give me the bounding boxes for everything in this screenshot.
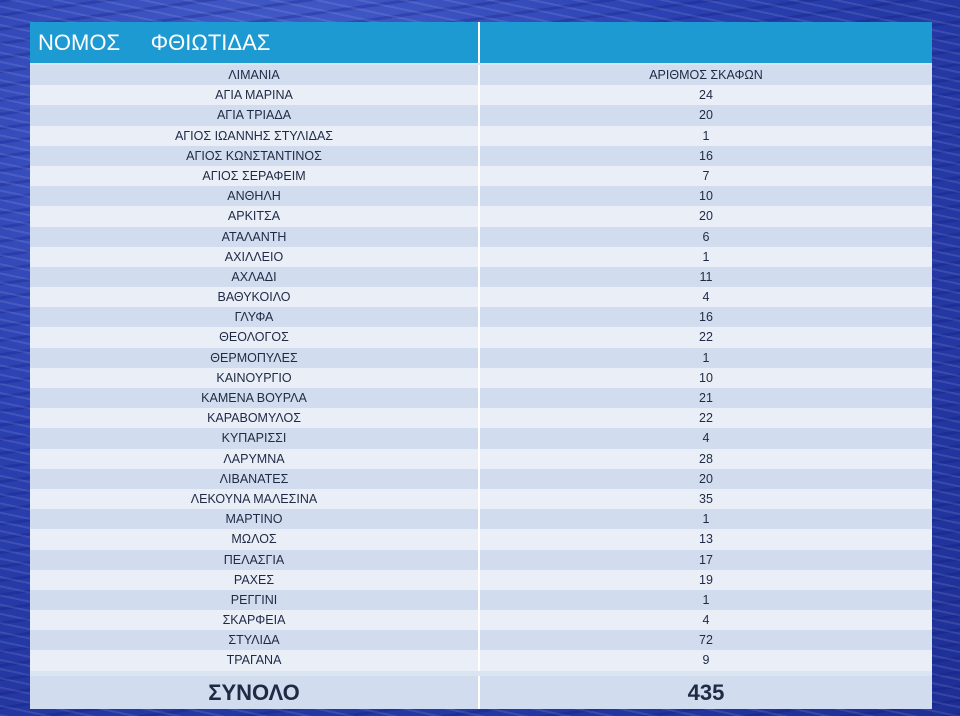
table-row: ΘΕΡΜΟΠΥΛΕΣ 1 xyxy=(30,347,932,368)
vessel-count-cell: 6 xyxy=(702,229,710,244)
table-row: ΣΤΥΛΙΔΑ 72 xyxy=(30,630,932,651)
vessel-count-cell: 10 xyxy=(699,189,713,204)
table-row: ΛΙΒΑΝΑΤΕΣ 20 xyxy=(30,468,932,489)
port-name-cell: ΛΙΒΑΝΑΤΕΣ xyxy=(30,468,480,489)
table-row: ΚΑΜΕΝΑ ΒΟΥΡΛΑ 21 xyxy=(30,388,932,409)
table-row: ΡΑΧΕΣ 19 xyxy=(30,569,932,590)
port-name-cell: ΜΩΛΟΣ xyxy=(30,529,480,550)
table-row: ΛΑΡΥΜΝΑ 28 xyxy=(30,448,932,469)
column-header-vessel-count: ΑΡΙΘΜΟΣ ΣΚΑΦΩΝ xyxy=(649,68,763,82)
vessel-count-cell: 13 xyxy=(699,532,713,547)
column-header-ports: ΛΙΜΑΝΙΑ xyxy=(30,65,480,86)
table-row: ΑΧΙΛΛΕΙΟ 1 xyxy=(30,246,932,267)
vessel-count-cell: 22 xyxy=(699,411,713,426)
vessel-count-cell: 19 xyxy=(699,572,713,587)
vessel-count-cell: 16 xyxy=(699,310,713,325)
table-row: ΑΧΛΑΔΙ 11 xyxy=(30,266,932,288)
table-row: ΚΥΠΑΡΙΣΣΙ 4 xyxy=(30,428,932,449)
port-name-cell: ΒΑΘΥΚΟΙΛΟ xyxy=(30,287,480,308)
port-name-cell: ΛΕΚΟΥΝΑ ΜΑΛΕΣΙΝΑ xyxy=(30,488,480,510)
port-name-cell: ΡΕΓΓΙΝΙ xyxy=(30,589,480,611)
table-row: ΒΑΘΥΚΟΙΛΟ 4 xyxy=(30,287,932,308)
column-header-row: ΛΙΜΑΝΙΑ ΑΡΙΘΜΟΣ ΣΚΑΦΩΝ xyxy=(30,65,932,86)
table-row: ΑΤΑΛΑΝΤΗ 6 xyxy=(30,226,932,247)
port-name-cell: ΑΡΚΙΤΣΑ xyxy=(30,206,480,227)
table-row: ΤΡΑΓΑΝΑ 9 xyxy=(30,650,932,671)
table-row: ΑΝΘΗΛΗ 10 xyxy=(30,186,932,207)
vessel-count-cell: 7 xyxy=(702,168,710,183)
vessel-count-cell: 1 xyxy=(702,128,710,143)
table-row: ΛΕΚΟΥΝΑ ΜΑΛΕΣΙΝΑ 35 xyxy=(30,488,932,510)
table-row: ΡΕΓΓΙΝΙ 1 xyxy=(30,589,932,611)
vessel-count-cell: 21 xyxy=(699,391,713,405)
port-name-cell: ΚΑΜΕΝΑ ΒΟΥΡΛΑ xyxy=(30,388,480,409)
port-name-cell: ΠΕΛΑΣΓΙΑ xyxy=(30,549,480,570)
port-name-cell: ΣΚΑΡΦΕΙΑ xyxy=(30,610,480,631)
port-name-cell: ΑΝΘΗΛΗ xyxy=(30,186,480,207)
vessel-count-cell: 4 xyxy=(702,431,710,446)
vessel-count-cell: 35 xyxy=(699,491,713,506)
port-name-cell: ΚΑΡΑΒΟΜΥΛΟΣ xyxy=(30,408,480,429)
port-name-cell: ΤΡΑΓΑΝΑ xyxy=(30,650,480,671)
vessel-count-cell: 17 xyxy=(699,552,713,567)
table-row: ΓΛΥΦΑ 16 xyxy=(30,307,932,328)
table-row: ΑΓΙΟΣ ΣΕΡΑΦΕΙΜ 7 xyxy=(30,165,932,187)
table-row: ΘΕΟΛΟΓΟΣ 22 xyxy=(30,327,932,348)
port-name-cell: ΚΥΠΑΡΙΣΣΙ xyxy=(30,428,480,449)
vessel-count-cell: 1 xyxy=(702,249,710,264)
port-name-cell: ΘΕΟΛΟΓΟΣ xyxy=(30,327,480,348)
table-row: ΚΑΙΝΟΥΡΓΙΟ 10 xyxy=(30,367,932,388)
port-name-cell: ΣΤΥΛΙΔΑ xyxy=(30,630,480,651)
table-row: ΜΑΡΤΙΝΟ 1 xyxy=(30,509,932,530)
port-name-cell: ΘΕΡΜΟΠΥΛΕΣ xyxy=(30,347,480,368)
port-name-cell: ΑΧΙΛΛΕΙΟ xyxy=(30,246,480,267)
total-label: ΣΥΝΟΛΟ xyxy=(30,676,480,709)
table-row: ΚΑΡΑΒΟΜΥΛΟΣ 22 xyxy=(30,408,932,429)
vessel-count-cell: 4 xyxy=(702,613,710,628)
port-name-cell: ΑΓΙΟΣ ΙΩΑΝΝΗΣ ΣΤΥΛΙΔΑΣ xyxy=(30,125,480,146)
table-title-row: ΝΟΜΟΣ ΦΘΙΩΤΙΔΑΣ xyxy=(30,22,932,63)
table-row: ΑΓΙΟΣ ΙΩΑΝΝΗΣ ΣΤΥΛΙΔΑΣ 1 xyxy=(30,125,932,146)
port-name-cell: ΑΓΙΑ ΜΑΡΙΝΑ xyxy=(30,85,480,106)
port-name-cell: ΡΑΧΕΣ xyxy=(30,569,480,590)
title-row-empty-cell xyxy=(480,22,932,63)
vessel-count-cell: 24 xyxy=(699,88,713,103)
table-row: ΑΡΚΙΤΣΑ 20 xyxy=(30,206,932,227)
vessel-count-cell: 20 xyxy=(699,471,713,486)
table-row: ΑΓΙΑ ΜΑΡΙΝΑ 24 xyxy=(30,85,932,106)
table-row: ΑΓΙΑ ΤΡΙΑΔΑ 20 xyxy=(30,105,932,126)
vessel-count-cell: 4 xyxy=(702,290,710,305)
table-row: ΑΓΙΟΣ ΚΩΝΣΤΑΝΤΙΝΟΣ 16 xyxy=(30,145,932,166)
port-name-cell: ΓΛΥΦΑ xyxy=(30,307,480,328)
table-row: ΜΩΛΟΣ 13 xyxy=(30,529,932,550)
port-name-cell: ΚΑΙΝΟΥΡΓΙΟ xyxy=(30,367,480,388)
vessel-count-cell: 20 xyxy=(699,209,713,224)
total-row: ΣΥΝΟΛΟ 435 xyxy=(30,676,932,709)
port-name-cell: ΑΓΙΟΣ ΣΕΡΑΦΕΙΜ xyxy=(30,165,480,187)
port-name-cell: ΛΑΡΥΜΝΑ xyxy=(30,448,480,469)
table-row: ΣΚΑΡΦΕΙΑ 4 xyxy=(30,610,932,631)
vessel-count-cell: 16 xyxy=(699,148,713,163)
table-row: ΠΕΛΑΣΓΙΑ 17 xyxy=(30,549,932,570)
vessel-count-cell: 1 xyxy=(702,512,710,527)
vessel-count-cell: 22 xyxy=(699,330,713,345)
vessel-count-cell: 1 xyxy=(702,350,710,365)
port-name-cell: ΑΓΙΑ ΤΡΙΑΔΑ xyxy=(30,105,480,126)
port-name-cell: ΑΤΑΛΑΝΤΗ xyxy=(30,226,480,247)
vessel-count-cell: 10 xyxy=(699,370,713,385)
port-name-cell: ΜΑΡΤΙΝΟ xyxy=(30,509,480,530)
vessel-count-cell: 9 xyxy=(702,653,710,668)
vessel-count-cell: 28 xyxy=(699,451,713,466)
vessel-count-cell: 20 xyxy=(699,108,713,123)
vessel-count-cell: 72 xyxy=(699,633,713,648)
ports-table: ΝΟΜΟΣ ΦΘΙΩΤΙΔΑΣ ΛΙΜΑΝΙΑ ΑΡΙΘΜΟΣ ΣΚΑΦΩΝ Α… xyxy=(30,22,932,709)
prefecture-title: ΝΟΜΟΣ ΦΘΙΩΤΙΔΑΣ xyxy=(30,22,480,63)
port-name-cell: ΑΓΙΟΣ ΚΩΝΣΤΑΝΤΙΝΟΣ xyxy=(30,145,480,166)
vessel-count-cell: 11 xyxy=(699,269,713,284)
port-name-cell: ΑΧΛΑΔΙ xyxy=(30,266,480,288)
table-body: ΛΙΜΑΝΙΑ ΑΡΙΘΜΟΣ ΣΚΑΦΩΝ ΑΓΙΑ ΜΑΡΙΝΑ 24 ΑΓΙΑ… xyxy=(30,65,932,671)
total-value: 435 xyxy=(687,680,725,705)
vessel-count-cell: 1 xyxy=(702,592,710,607)
